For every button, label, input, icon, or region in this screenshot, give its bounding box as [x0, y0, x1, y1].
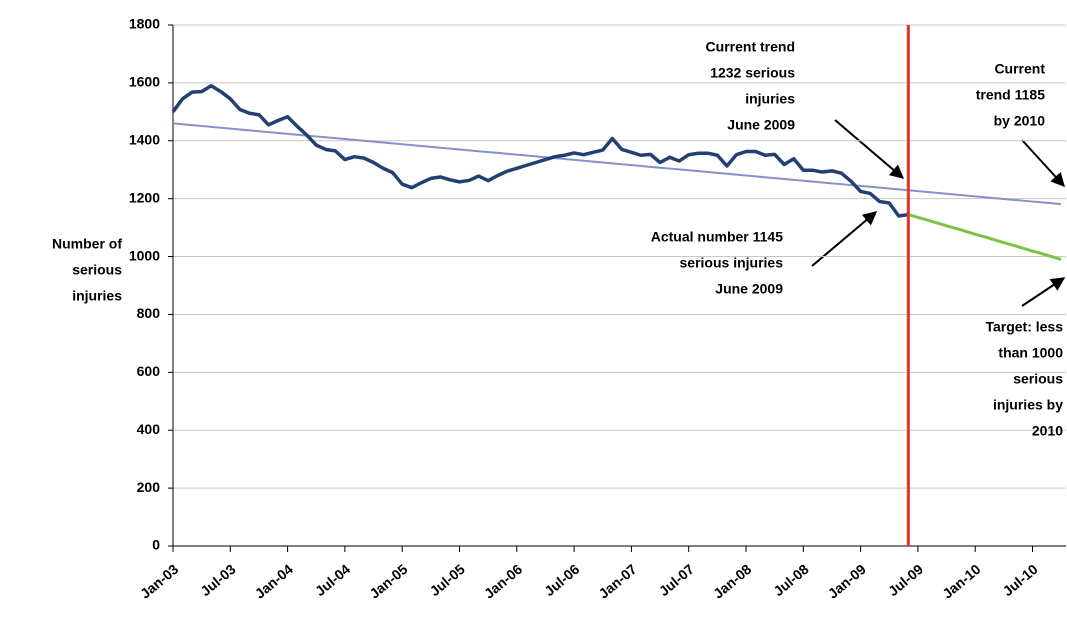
- annotation-arrows: [811, 119, 1066, 307]
- x-tick-label: Jul-09: [885, 561, 926, 599]
- x-tick-label: Jan-08: [710, 561, 754, 602]
- annotation: than 1000: [998, 345, 1063, 361]
- y-tick-label: 1200: [129, 189, 160, 205]
- y-tick-label: 200: [137, 479, 161, 495]
- y-tick-label: 600: [137, 363, 161, 379]
- annotation: injuries by: [993, 397, 1063, 413]
- x-tick-label: Jan-05: [366, 561, 410, 602]
- series-line: [907, 213, 1062, 261]
- y-tick-label: 1000: [129, 247, 160, 263]
- x-tick-label: Jul-05: [427, 561, 468, 599]
- x-tick-label: Jan-07: [595, 561, 639, 602]
- annotation: Actual number 1145: [651, 229, 783, 245]
- x-tick-label: Jul-04: [312, 561, 353, 599]
- annotation: Target: less: [985, 319, 1063, 335]
- y-axis-label: injuries: [72, 288, 122, 304]
- arrow: [834, 119, 905, 179]
- annotation: 1232 serious: [710, 65, 795, 81]
- x-tick-label: Jul-03: [197, 561, 238, 599]
- x-tick-label: Jan-03: [137, 561, 181, 602]
- x-tick-label: Jan-06: [481, 561, 525, 602]
- plot: 0 200 400 600 800 1000 1200 1400 1600 1800 Jan-03 J…: [52, 16, 1066, 602]
- annotation: Current: [994, 61, 1045, 77]
- annotation: June 2009: [715, 281, 783, 297]
- y-tick-label: 400: [137, 421, 161, 437]
- annotation: by 2010: [994, 113, 1046, 129]
- x-tick-label: Jan-04: [252, 561, 296, 602]
- x-tick-label: Jul-07: [656, 561, 697, 599]
- annotation: serious: [1013, 371, 1063, 387]
- arrow: [811, 211, 878, 267]
- y-tick-label: 1800: [129, 16, 160, 32]
- y-tick-label: 1600: [129, 74, 160, 90]
- annotation: Current trend: [706, 39, 795, 55]
- x-tick-label: Jul-08: [770, 561, 811, 599]
- annotation: 2010: [1032, 423, 1063, 439]
- annotation: trend 1185: [976, 87, 1045, 103]
- y-tick-label: 0: [152, 537, 160, 553]
- annotation: June 2009: [727, 117, 795, 133]
- x-tick-label: Jul-06: [541, 561, 582, 599]
- series-line: [172, 122, 1062, 206]
- y-tick-label: 1400: [129, 131, 160, 147]
- y-axis-label: serious: [72, 262, 122, 278]
- x-tick-label: Jan-09: [825, 561, 869, 602]
- x-tick-label: Jan-10: [939, 561, 983, 602]
- x-tick-label: Jul-10: [1000, 561, 1041, 599]
- y-tick-label: 800: [137, 305, 161, 321]
- arrow: [1021, 139, 1065, 188]
- y-axis-label: Number of: [52, 236, 122, 252]
- annotation: injuries: [745, 91, 795, 107]
- series-line: [171, 84, 909, 218]
- annotation: serious injuries: [680, 255, 784, 271]
- arrow: [1021, 277, 1066, 307]
